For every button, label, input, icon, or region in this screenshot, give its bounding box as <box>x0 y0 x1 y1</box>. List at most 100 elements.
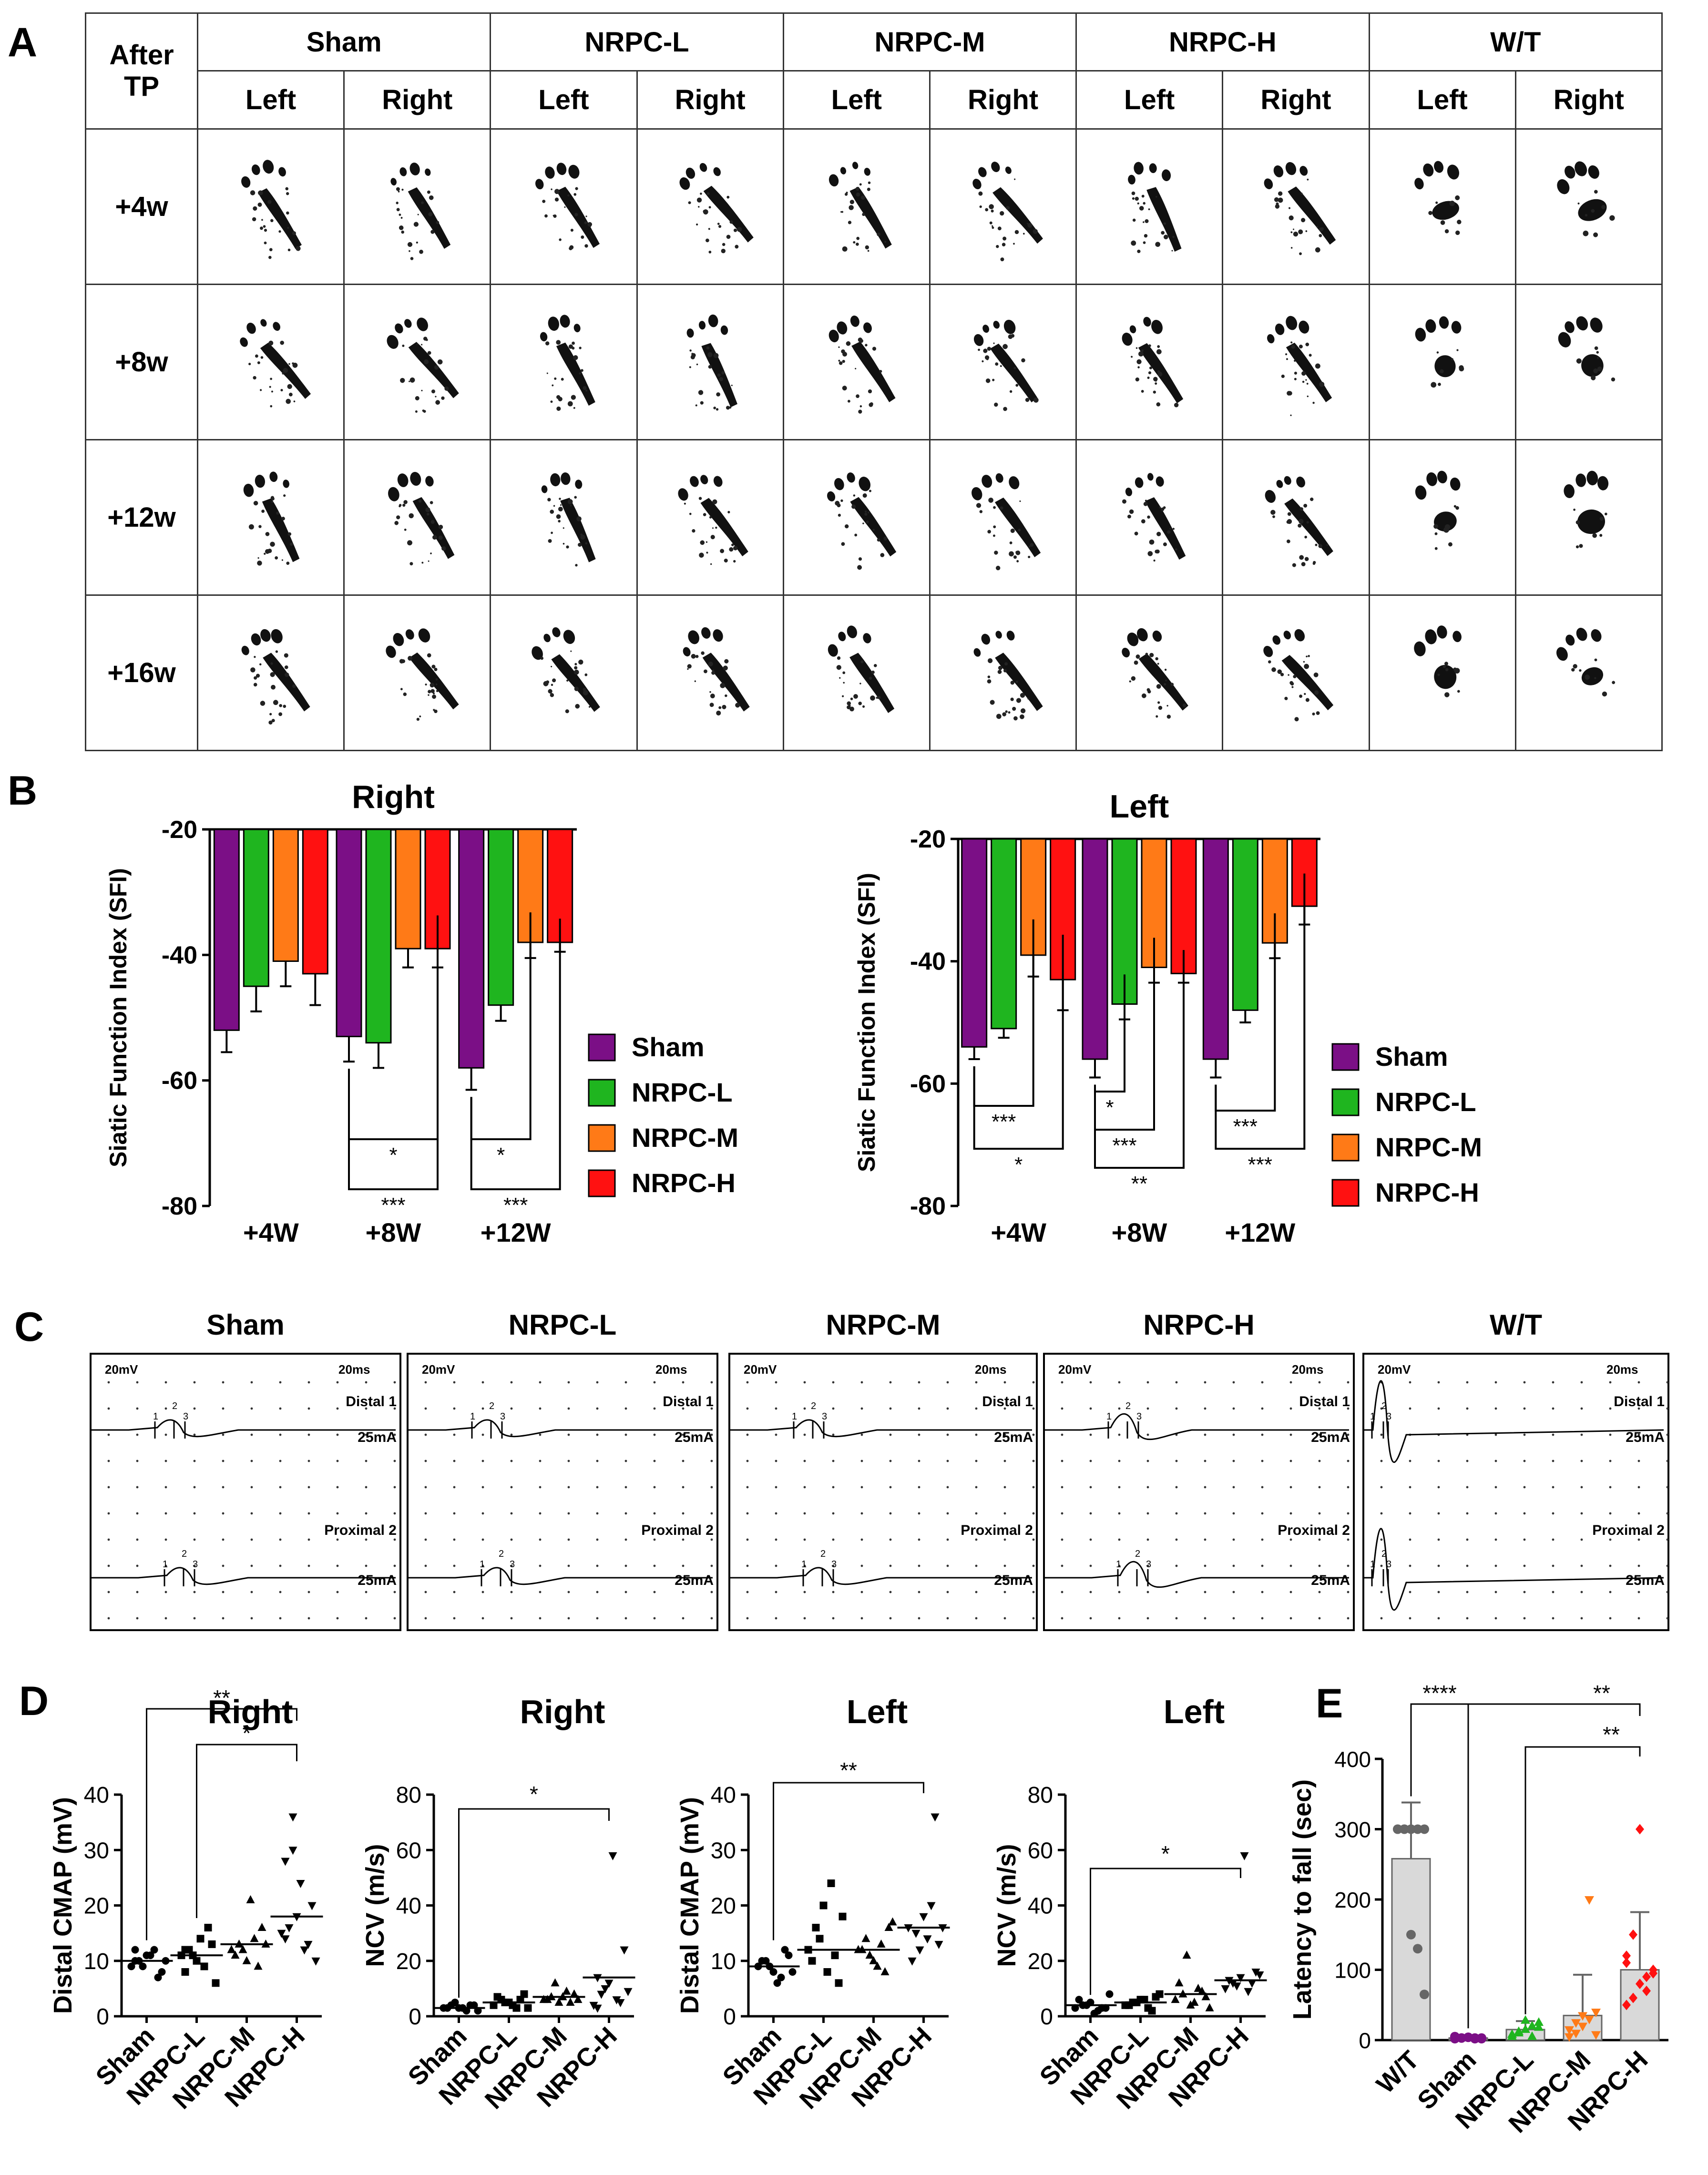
ink-speck <box>1444 229 1449 234</box>
ink-speck <box>1156 402 1161 407</box>
ink-speck <box>430 520 435 524</box>
y-tick-label: -80 <box>910 1193 946 1220</box>
ink-speck <box>686 668 689 670</box>
legend-swatch <box>1331 1133 1360 1162</box>
ink-speck <box>1156 196 1157 198</box>
grid-dot <box>1580 1617 1583 1620</box>
toe-print <box>251 633 261 646</box>
ink-speck <box>691 353 696 358</box>
trace-marker-label: 1 <box>801 1559 807 1570</box>
grid-dot <box>1552 1407 1555 1410</box>
ink-speck <box>870 695 875 701</box>
ink-speck <box>1305 230 1308 233</box>
ink-speck <box>248 363 251 366</box>
legend-label: NRPC-H <box>632 1168 736 1198</box>
ink-speck <box>570 651 572 653</box>
toe-print <box>1156 476 1164 487</box>
grid-dot <box>424 1407 427 1410</box>
ink-speck <box>1000 211 1004 216</box>
data-point <box>1622 1957 1631 1968</box>
trace-marker-label: 2 <box>499 1549 504 1559</box>
ink-speck <box>1301 371 1306 376</box>
grid-dot <box>1146 1512 1149 1515</box>
proximal-trace <box>408 1567 713 1585</box>
toe-print <box>1426 472 1437 487</box>
data-point <box>593 2004 602 2013</box>
ink-speck <box>556 395 561 399</box>
ink-speck <box>1287 521 1290 524</box>
grid-dot <box>1003 1512 1006 1515</box>
toe-print <box>406 629 415 640</box>
ink-speck <box>576 516 582 522</box>
ink-speck <box>1442 665 1446 669</box>
ink-speck <box>416 344 418 346</box>
footprint-cell <box>782 439 931 596</box>
bar-nrpc-m <box>395 828 421 950</box>
toe-print <box>1005 166 1012 174</box>
toe-print <box>972 487 982 501</box>
grid-dot <box>1032 1617 1035 1620</box>
toe-print <box>552 627 561 638</box>
ink-speck <box>733 560 736 563</box>
ink-speck <box>1156 715 1158 718</box>
toe-print <box>1263 646 1273 658</box>
grid-dot <box>1204 1433 1207 1436</box>
toe-print <box>1299 166 1308 176</box>
grid-dot <box>1347 1591 1350 1593</box>
ink-speck <box>421 390 423 392</box>
toe-print <box>720 326 728 335</box>
scale-voltage: 20mV <box>1378 1362 1411 1377</box>
ink-speck <box>1170 683 1174 686</box>
stim-current: 25mA <box>994 1430 1033 1445</box>
grid-dot <box>539 1407 542 1410</box>
grid-dot <box>946 1591 949 1593</box>
distal-trace <box>91 1419 396 1438</box>
data-point <box>277 1930 286 1938</box>
grid-dot <box>975 1564 978 1567</box>
data-point <box>931 1813 940 1822</box>
grid-dot <box>1347 1460 1350 1462</box>
grid-dot <box>1494 1512 1497 1515</box>
side-header-left: Left <box>196 70 345 130</box>
bar-sham <box>961 838 988 1048</box>
grid-dot <box>1637 1486 1640 1489</box>
toe-print <box>973 334 984 347</box>
ink-speck <box>1270 510 1276 515</box>
toe-print <box>1588 165 1599 179</box>
toe-print <box>993 321 1000 329</box>
data-point <box>242 1956 251 1964</box>
ink-speck <box>1298 524 1302 528</box>
data-point <box>769 1968 777 1976</box>
ink-speck <box>700 401 704 405</box>
ink-speck <box>1010 698 1014 702</box>
ink-speck <box>867 250 869 252</box>
ink-speck <box>436 690 439 693</box>
grid-dot <box>481 1460 484 1462</box>
grid-dot <box>107 1591 110 1593</box>
ink-speck <box>1005 710 1008 714</box>
ink-speck <box>698 390 703 396</box>
toe-print <box>1564 166 1575 179</box>
ink-speck <box>1131 356 1133 358</box>
toe-print <box>678 488 688 501</box>
data-point <box>1420 1824 1429 1834</box>
timepoint-label: +12w <box>85 439 198 596</box>
grid-dot <box>746 1407 749 1410</box>
data-point <box>835 1979 843 1987</box>
significance-label: *** <box>1112 1134 1136 1157</box>
ink-speck <box>856 237 859 241</box>
toe-print <box>252 164 260 175</box>
toe-print <box>864 168 870 176</box>
ink-speck <box>1303 661 1305 663</box>
footprint-image <box>1263 629 1334 722</box>
ink-speck <box>1609 215 1615 221</box>
grid-dot <box>336 1538 339 1541</box>
data-point <box>777 1973 785 1981</box>
y-axis-label: Siatic Function Index (SFI) <box>853 873 880 1172</box>
grid-dot <box>1061 1617 1064 1620</box>
trace-group-title: NRPC-M <box>826 1309 941 1341</box>
grid-dot <box>481 1407 484 1410</box>
ink-speck <box>868 389 872 394</box>
grid-dot <box>307 1460 310 1462</box>
ink-speck <box>1013 716 1018 721</box>
